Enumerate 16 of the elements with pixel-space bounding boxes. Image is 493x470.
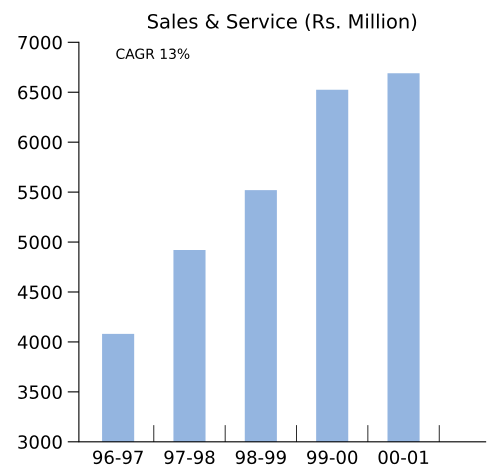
x-tick-label: 96-97 [93,450,143,464]
chart-title: Sales & Service (Rs. Million) [148,14,416,31]
y-tick-label: 4000 [18,335,62,350]
y-tick-label: 7000 [18,36,62,50]
x-tick-label: 97-98 [164,450,214,464]
x-tick-label: 00-01 [378,450,428,464]
annotation: CAGR 13% [116,48,190,60]
y-tick-label: 5000 [18,236,62,250]
y-tick-label: 4500 [18,285,62,300]
y-tick-label: 3000 [18,435,62,449]
x-tick-label: 98-99 [236,450,286,464]
y-tick-label: 5500 [18,186,62,200]
y-tick-label: 3500 [18,385,62,399]
x-tick-label: 99-00 [307,450,358,464]
y-tick-label: 6500 [18,86,62,100]
y-tick-label: 6000 [18,136,62,150]
